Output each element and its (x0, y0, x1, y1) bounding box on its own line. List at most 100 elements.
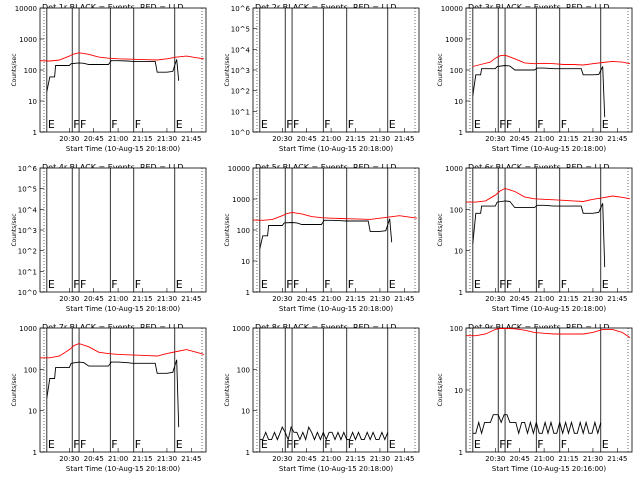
x-axis-label: Start Time (10-Aug-15 20:18:00) (66, 305, 180, 313)
plot-frame (252, 167, 420, 293)
x-tick-label: 20:45 (510, 295, 530, 303)
x-tick-label: 20:30 (485, 295, 505, 303)
chart-panel-4: Det 4r BLACK = Events, RED = LLD 10^0 10^1… (11, 163, 207, 313)
y-tick-label: 10^6 (18, 165, 38, 173)
series-line-events (472, 65, 606, 118)
y-tick-label: 10^0 (231, 129, 250, 137)
chart-panel-5: Det 5r BLACK = Events, RED = LLD 1 10 100 10… (224, 163, 420, 313)
y-tick-label: 1 (459, 129, 463, 137)
chart-title: Det 4r BLACK = Events, RED = LLD (42, 163, 184, 172)
y-axis-label: Counts/sec (224, 373, 231, 406)
x-tick-label: 21:30 (583, 455, 603, 463)
y-tick-label: 1 (459, 289, 463, 297)
marker-label: F (324, 118, 330, 131)
marker-label: F (324, 438, 330, 451)
x-tick-label: 21:45 (394, 295, 414, 303)
y-tick-label: 10000 (228, 165, 250, 173)
x-tick-label: 20:30 (272, 135, 292, 143)
series-line-events (472, 200, 606, 268)
marker-label: E (474, 278, 481, 291)
y-axis-label: Counts/sec (437, 373, 444, 406)
marker-label: E (176, 438, 183, 451)
x-axis-label: Start Time (10-Aug-15 20:16:00) (492, 465, 606, 473)
y-axis-label: Counts/sec (11, 373, 18, 406)
y-tick-label: 1 (246, 289, 250, 297)
y-axis-label: Counts/sec (224, 53, 231, 86)
chart-panel-9: Det 9r BLACK = Events, RED = LLD 1 10 100 20… (437, 323, 633, 473)
x-tick-label: 21:45 (607, 455, 627, 463)
plot-frame (252, 7, 420, 133)
y-tick-label: 10^2 (18, 248, 37, 256)
x-tick-label: 20:30 (485, 455, 505, 463)
y-tick-label: 10 (241, 258, 250, 266)
marker-label: F (499, 118, 505, 131)
x-tick-label: 21:30 (157, 455, 177, 463)
x-tick-label: 20:30 (485, 135, 505, 143)
marker-label: F (499, 438, 505, 451)
y-axis-label: Counts/sec (11, 213, 18, 246)
chart-title: Det 6r BLACK = Events, RED = LLD (468, 163, 610, 172)
x-tick-label: 21:00 (534, 295, 554, 303)
x-tick-label: 21:45 (181, 455, 201, 463)
marker-label: E (176, 278, 183, 291)
x-axis-label: Start Time (10-Aug-15 20:18:00) (492, 145, 606, 153)
y-tick-label: 10^1 (231, 108, 250, 116)
marker-label: F (561, 278, 567, 291)
x-tick-label: 20:45 (84, 455, 104, 463)
y-tick-label: 10^6 (231, 5, 251, 13)
x-tick-label: 21:00 (534, 135, 554, 143)
y-tick-label: 100 (237, 227, 250, 235)
marker-label: F (286, 278, 292, 291)
x-tick-label: 20:45 (84, 135, 104, 143)
x-tick-label: 21:00 (321, 295, 341, 303)
y-tick-label: 10^4 (231, 46, 251, 54)
marker-label: F (135, 118, 141, 131)
y-tick-label: 10 (241, 408, 250, 416)
x-tick-label: 20:45 (510, 135, 530, 143)
marker-label: F (293, 438, 299, 451)
y-tick-label: 10^3 (231, 67, 250, 75)
plot-frame (465, 167, 633, 293)
y-tick-label: 1000 (445, 165, 463, 173)
marker-label: F (293, 118, 299, 131)
series-line-events (259, 218, 393, 249)
chart-title: Det 7r BLACK = Events, RED = LLD (42, 323, 184, 332)
x-tick-label: 21:45 (394, 135, 414, 143)
marker-label: E (474, 438, 481, 451)
marker-label: F (73, 278, 79, 291)
marker-label: F (135, 438, 141, 451)
plot-frame (465, 327, 633, 453)
marker-label: E (48, 278, 55, 291)
marker-label: F (324, 278, 330, 291)
x-tick-label: 21:00 (534, 455, 554, 463)
marker-label: F (561, 118, 567, 131)
x-tick-label: 21:45 (181, 295, 201, 303)
x-tick-label: 21:15 (132, 455, 152, 463)
x-tick-label: 20:45 (297, 295, 317, 303)
x-tick-label: 21:30 (157, 135, 177, 143)
chart-title: Det 3r BLACK = Events, RED = LLD (468, 3, 610, 12)
marker-label: E (389, 118, 396, 131)
marker-label: F (348, 438, 354, 451)
y-axis-label: Counts/sec (11, 53, 18, 86)
y-tick-label: 1000 (232, 196, 250, 204)
chart-panel-1: Det 1r BLACK = Events, RED = LLD 1 10 100 10… (11, 3, 207, 153)
plot-frame (39, 327, 207, 453)
marker-label: E (602, 118, 609, 131)
marker-label: E (261, 438, 268, 451)
x-tick-label: 21:15 (345, 135, 365, 143)
x-tick-label: 21:30 (370, 295, 390, 303)
x-tick-label: 21:30 (583, 295, 603, 303)
x-tick-label: 21:45 (181, 135, 201, 143)
chart-panel-6: Det 6r BLACK = Events, RED = LLD 1 10 100 10… (437, 163, 633, 313)
y-tick-label: 100 (237, 366, 250, 374)
chart-panel-8: Det 8r BLACK = Events, RED = LLD 1 10 100 10… (224, 323, 420, 473)
marker-label: F (135, 278, 141, 291)
y-tick-label: 1 (246, 449, 250, 457)
x-axis-label: Start Time (10-Aug-15 20:18:00) (66, 145, 180, 153)
chart-panel-7: Det 7r BLACK = Events, RED = LLD 1 10 100 10… (11, 323, 207, 473)
series-line-events (259, 425, 389, 442)
x-axis-label: Start Time (10-Aug-15 20:18:00) (66, 465, 180, 473)
y-tick-label: 10^5 (18, 186, 37, 194)
marker-label: F (73, 118, 79, 131)
